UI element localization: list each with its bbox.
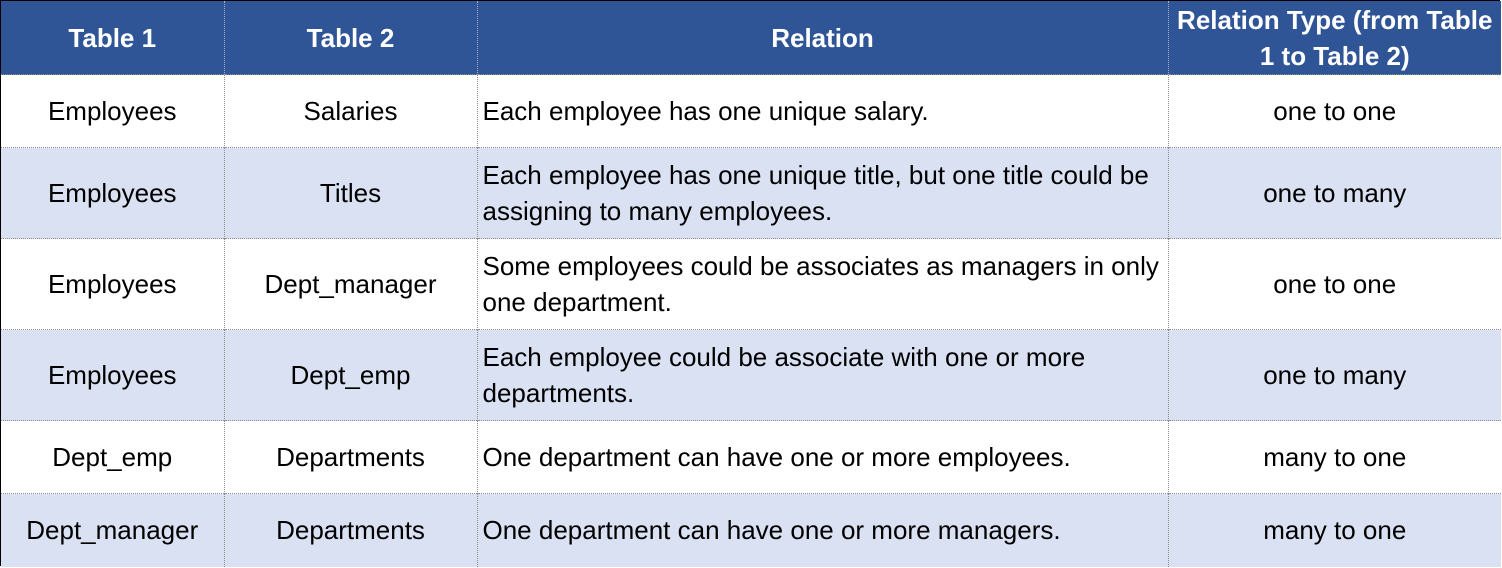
table-row: Employees Dept_manager Some employees co… — [1, 238, 1501, 330]
cell-table-1: Employees — [1, 329, 225, 421]
cell-relation-type: one to one — [1168, 74, 1501, 148]
table-row: Employees Dept_emp Each employee could b… — [1, 329, 1501, 421]
cell-relation: One department can have one or more mana… — [477, 493, 1169, 567]
cell-table-1: Dept_manager — [1, 493, 225, 567]
cell-table-1: Dept_emp — [1, 420, 225, 494]
cell-table-2: Departments — [224, 420, 478, 494]
cell-relation-type: many to one — [1168, 493, 1501, 567]
header-relation: Relation — [477, 1, 1169, 75]
cell-table-2: Salaries — [224, 74, 478, 148]
cell-relation: One department can have one or more empl… — [477, 420, 1169, 494]
table-row: Dept_manager Departments One department … — [1, 493, 1501, 567]
table-row: Employees Salaries Each employee has one… — [1, 74, 1501, 148]
cell-relation-type: one to many — [1168, 329, 1501, 421]
table-row: Dept_emp Departments One department can … — [1, 420, 1501, 494]
cell-relation: Each employee has one unique salary. — [477, 74, 1169, 148]
cell-table-1: Employees — [1, 74, 225, 148]
table-row: Employees Titles Each employee has one u… — [1, 147, 1501, 239]
cell-relation: Some employees could be associates as ma… — [477, 238, 1169, 330]
cell-table-2: Dept_emp — [224, 329, 478, 421]
cell-relation: Each employee could be associate with on… — [477, 329, 1169, 421]
cell-relation-type: one to one — [1168, 238, 1501, 330]
cell-relation-type: one to many — [1168, 147, 1501, 239]
header-row: Table 1 Table 2 Relation Relation Type (… — [1, 1, 1501, 75]
cell-table-2: Dept_manager — [224, 238, 478, 330]
cell-table-2: Departments — [224, 493, 478, 567]
cell-table-1: Employees — [1, 147, 225, 239]
cell-relation: Each employee has one unique title, but … — [477, 147, 1169, 239]
cell-table-1: Employees — [1, 238, 225, 330]
cell-relation-type: many to one — [1168, 420, 1501, 494]
header-relation-type: Relation Type (from Table 1 to Table 2) — [1168, 1, 1501, 75]
cell-table-2: Titles — [224, 147, 478, 239]
header-table-1: Table 1 — [1, 1, 225, 75]
header-table-2: Table 2 — [224, 1, 478, 75]
